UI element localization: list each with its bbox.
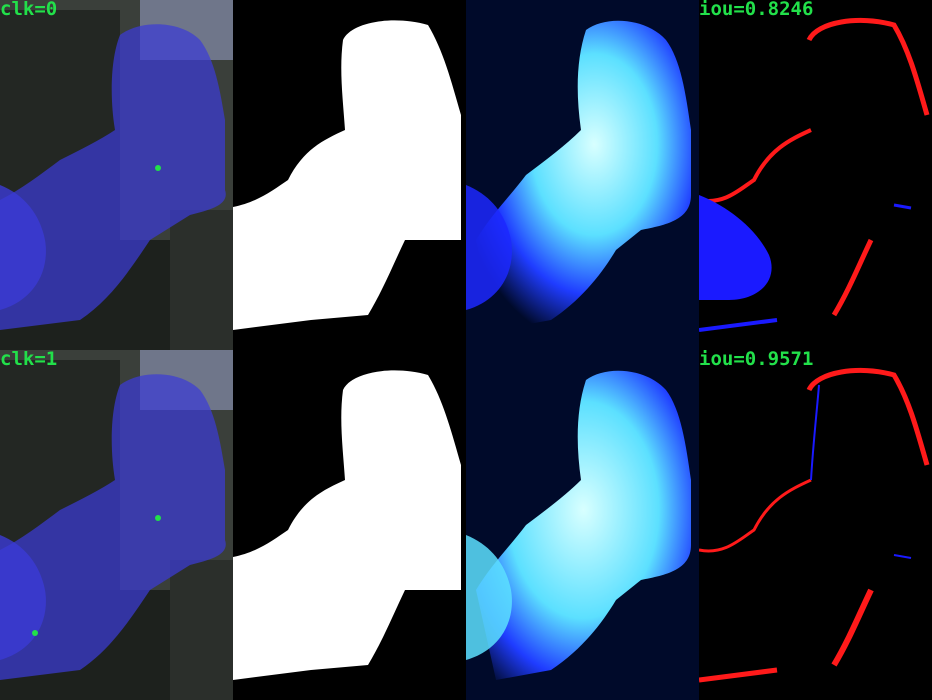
- photo-overlay-tile-row0: clk=0: [0, 0, 233, 350]
- error-map-image: [699, 350, 932, 700]
- predicted-mask-tile-row0: [233, 0, 466, 350]
- error-map-tile-row1: iou=0.9571: [699, 350, 932, 700]
- predicted-mask-image: [233, 20, 461, 330]
- iou-label: iou=0.9571: [699, 350, 814, 370]
- predicted-mask-image: [233, 370, 461, 680]
- probability-heatmap-image: [466, 0, 699, 350]
- probability-heatmap-image: [466, 350, 699, 700]
- iou-label: iou=0.8246: [699, 0, 814, 20]
- heatmap-tile-row0: [466, 0, 699, 350]
- photo-overlay-tile-row1: clk=1: [0, 350, 233, 700]
- photo-overlay-image: [0, 0, 233, 350]
- click-point: [32, 630, 38, 636]
- predicted-mask-tile-row1: [233, 350, 466, 700]
- error-map-image: [699, 0, 932, 350]
- click-count-label: clk=1: [0, 350, 58, 370]
- heatmap-tile-row1: [466, 350, 699, 700]
- error-map-tile-row0: iou=0.8246: [699, 0, 932, 350]
- click-point: [155, 515, 161, 521]
- photo-overlay-image: [0, 350, 233, 700]
- click-point: [155, 165, 161, 171]
- click-count-label: clk=0: [0, 0, 58, 20]
